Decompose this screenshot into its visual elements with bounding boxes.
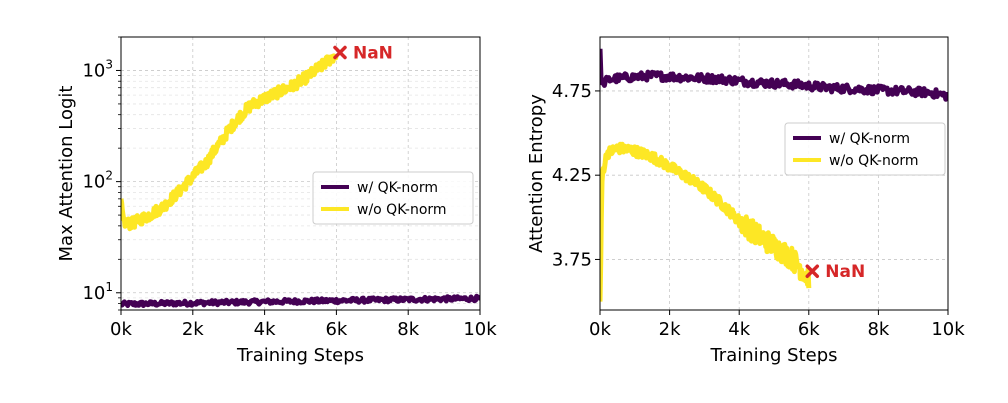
series-line-w-qk-norm xyxy=(600,48,948,102)
y-tick-label: 4.75 xyxy=(552,81,592,102)
x-tick-label: 0k xyxy=(589,319,611,340)
series-line-wo-qk-norm xyxy=(121,53,339,232)
plot-frame xyxy=(120,36,481,311)
y-tick-label: 4.25 xyxy=(552,165,592,186)
x-axis-label: Training Steps xyxy=(709,345,837,366)
legend-label: w/o QK-norm xyxy=(829,153,919,169)
x-tick-label: 0k xyxy=(110,319,132,340)
legend: w/ QK-norm w/o QK-norm xyxy=(312,171,474,225)
nan-marker: NaN xyxy=(805,262,865,282)
legend: w/ QK-norm w/o QK-norm xyxy=(784,122,946,176)
nan-x-icon xyxy=(805,264,820,278)
x-tick-label: 2k xyxy=(182,319,204,340)
attention-entropy-chart: 0k 2k 4k 6k 8k 10k 3.75 4.25 4.75 Training Steps A… xyxy=(526,36,965,366)
legend-box xyxy=(312,171,474,225)
max-attention-logit-chart: 0k 2k 4k 6k 8k 10k 101 102 103 Training Steps Max … xyxy=(56,36,497,366)
legend-label: w/ QK-norm xyxy=(357,180,438,196)
y-tick-label: 101 xyxy=(82,280,113,304)
x-tick-label: 2k xyxy=(659,319,681,340)
x-tick-label: 4k xyxy=(254,319,276,340)
series-lines xyxy=(121,53,480,308)
y-axis-label: Attention Entropy xyxy=(526,94,547,253)
plot-frame xyxy=(599,36,949,311)
y-tick-label: 102 xyxy=(82,169,113,193)
y-tick-label: 103 xyxy=(82,57,113,81)
series-lines xyxy=(600,48,948,302)
x-axis-label: Training Steps xyxy=(236,345,364,366)
x-tick-label: 6k xyxy=(325,319,347,340)
x-tick-label: 4k xyxy=(728,319,750,340)
nan-marker: NaN xyxy=(333,44,393,64)
series-line-w-qk-norm xyxy=(121,293,480,308)
y-axis-label: Max Attention Logit xyxy=(56,86,77,262)
x-tick-label: 10k xyxy=(931,319,965,340)
y-tick-label: 3.75 xyxy=(552,249,592,270)
x-tick-label: 8k xyxy=(397,319,419,340)
nan-label: NaN xyxy=(825,262,865,282)
series-line-wo-qk-norm xyxy=(600,141,812,302)
x-tick-label: 8k xyxy=(867,319,889,340)
x-tick-label: 10k xyxy=(463,319,497,340)
x-tick-label: 6k xyxy=(798,319,820,340)
legend-label: w/ QK-norm xyxy=(829,131,910,147)
nan-x-icon xyxy=(333,45,347,60)
nan-label: NaN xyxy=(353,44,393,64)
legend-label: w/o QK-norm xyxy=(357,202,447,218)
legend-box xyxy=(784,122,946,176)
